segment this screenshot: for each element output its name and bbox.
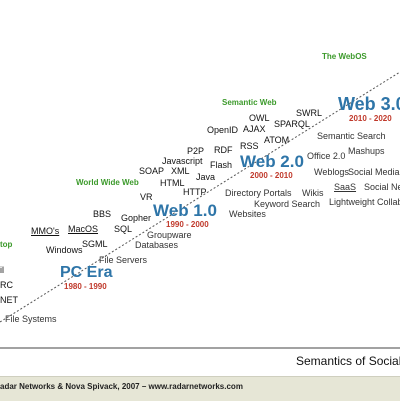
tech-net: NET <box>0 295 18 305</box>
tech-email: il <box>0 265 4 275</box>
tech-weblogs: Weblogs <box>314 167 349 177</box>
tech-xml: XML <box>171 166 190 176</box>
tech-irc: RC <box>0 280 13 290</box>
tech-gopher: Gopher <box>121 213 152 223</box>
tech-java: Java <box>196 172 216 182</box>
tech-http: HTTP <box>183 187 207 197</box>
tech-social-media: Social Media <box>348 167 400 177</box>
tech-directory-portals: Directory Portals <box>225 188 292 198</box>
era-web3-title: Web 3.0 <box>338 94 400 114</box>
tech-sql: SQL <box>114 224 133 234</box>
tech-p2p: P2P <box>187 146 205 156</box>
era-pc-years: 1980 - 1990 <box>64 282 107 291</box>
tech-javascript: Javascript <box>162 156 203 166</box>
tech-file-servers: File Servers <box>99 255 148 265</box>
footer-credit-text: adar Networks & Nova Spivack, 2007 – <box>0 382 149 391</box>
tech-groupware: Groupware <box>147 230 192 240</box>
tech-mashups: Mashups <box>348 146 385 156</box>
stage-webos: The WebOS <box>322 52 367 61</box>
era-web1-title: Web 1.0 <box>153 201 217 220</box>
stage-desktop: top <box>0 240 13 249</box>
tech-social-networks: Social Ne <box>364 182 400 192</box>
tech-mmos: MMO's <box>31 226 60 236</box>
era-pc-title: PC Era <box>60 264 113 281</box>
footer-bar <box>0 376 400 401</box>
era-web2-title: Web 2.0 <box>240 152 304 171</box>
tech-windows: Windows <box>46 245 83 255</box>
tech-bbs: BBS <box>93 209 112 219</box>
tech-html: HTML <box>160 178 185 188</box>
era-web3-years: 2010 - 2020 <box>349 114 392 123</box>
trend-line <box>0 71 400 323</box>
tech-atom: ATOM <box>264 135 290 145</box>
tech-semantic-search: Semantic Search <box>317 131 386 141</box>
tech-sgml: SGML <box>82 239 108 249</box>
tech-office20: Office 2.0 <box>307 151 346 161</box>
tech-file-systems: File Systems <box>5 314 57 324</box>
tech-ajax: AJAX <box>243 124 266 134</box>
stage-world-wide-web: World Wide Web <box>76 178 139 187</box>
tech-soap: SOAP <box>139 166 165 176</box>
footer-url-link[interactable]: www.radarnetworks.com <box>148 382 243 391</box>
stage-semantic-web: Semantic Web <box>222 98 277 107</box>
era-web1-years: 1990 - 2000 <box>166 220 209 229</box>
tech-macos: MacOS <box>68 224 99 234</box>
tech-websites: Websites <box>229 209 266 219</box>
tech-keyword-search: Keyword Search <box>254 199 321 209</box>
tech-owl: OWL <box>249 113 270 123</box>
tech-swrl: SWRL <box>296 108 323 118</box>
tech-wikis: Wikis <box>302 188 324 198</box>
tech-sparql: SPARQL <box>274 119 310 129</box>
x-axis-title: Semantics of Social <box>296 354 400 368</box>
tech-rss: RSS <box>240 141 259 151</box>
tech-saas: SaaS <box>334 182 357 192</box>
tech-openid: OpenID <box>207 125 239 135</box>
era-web2-years: 2000 - 2010 <box>250 171 293 180</box>
footer-credit: adar Networks & Nova Spivack, 2007 – www… <box>0 383 243 391</box>
tech-flash: Flash <box>210 160 233 170</box>
tech-rdf: RDF <box>214 145 233 155</box>
tech-databases: Databases <box>135 240 179 250</box>
tech-vr: VR <box>140 192 153 202</box>
tech-lightweight-collab: Lightweight Collabo <box>329 197 400 207</box>
